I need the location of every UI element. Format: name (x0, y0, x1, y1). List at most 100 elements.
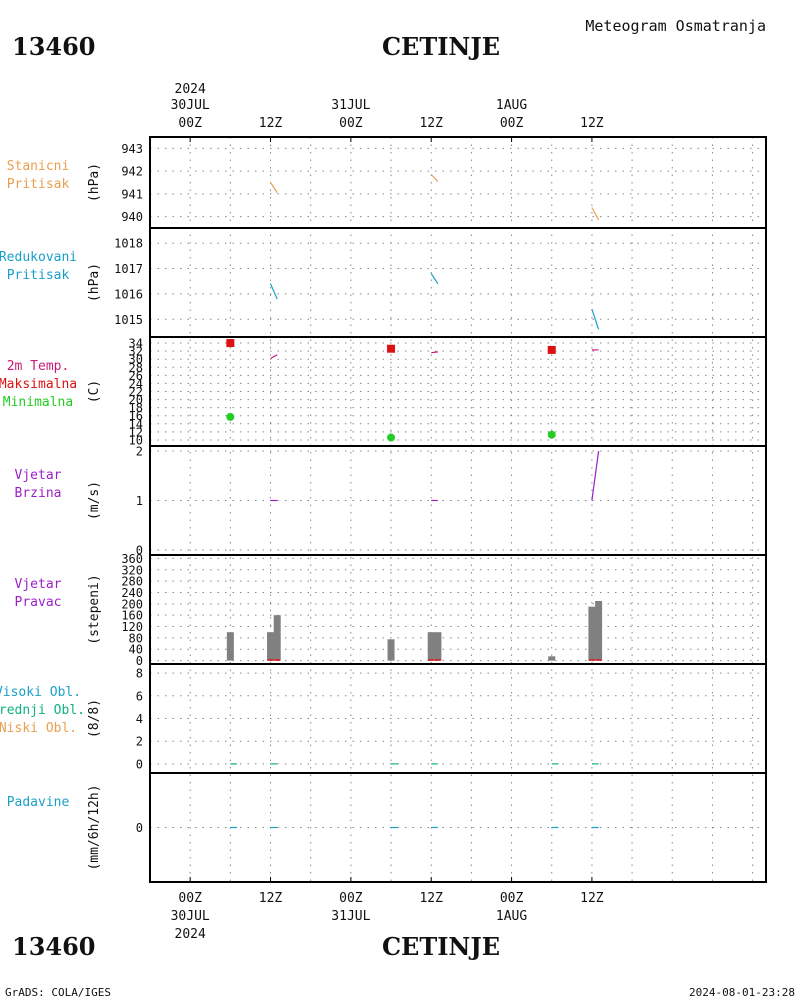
x-top-time-label: 12Z (580, 116, 604, 131)
y-tick-label: 12 (129, 425, 143, 439)
data-series-line (591, 207, 600, 221)
wind-direction-bar (267, 632, 275, 661)
y-tick-label: 360 (121, 552, 143, 566)
y-axis-unit-label: (mm/6h/12h) (87, 784, 102, 870)
header-product-title: Meteogram Osmatranja (585, 17, 766, 35)
y-tick-label: 280 (121, 575, 143, 589)
y-tick-label: 941 (121, 187, 143, 201)
panel-label: Niski Obl. (0, 721, 77, 736)
header-station-id: 13460 (12, 32, 96, 61)
panel-label: Vjetar (15, 468, 62, 483)
footer-credit: GrADS: COLA/IGES (5, 986, 111, 999)
data-series-line (430, 174, 439, 182)
panel-label: Minimalna (3, 395, 73, 410)
y-tick-label: 8 (136, 667, 143, 681)
x-bottom-time-label: 12Z (259, 891, 283, 906)
data-series-line (591, 308, 600, 330)
y-tick-label: 940 (121, 210, 143, 224)
panel-label: Pravac (15, 595, 62, 610)
y-axis-unit-label: (C) (87, 380, 102, 403)
wind-direction-bar (588, 606, 596, 661)
x-top-time-label: 12Z (419, 116, 443, 131)
y-tick-label: 120 (121, 620, 143, 634)
y-tick-label: 240 (121, 586, 143, 600)
y-tick-label: 18 (129, 401, 143, 415)
footer-timestamp: 2024-08-01-23:28 (689, 986, 795, 999)
y-tick-label: 28 (129, 361, 143, 375)
y-axis-unit-label: (hPa) (87, 263, 102, 302)
wind-direction-bar (434, 632, 442, 661)
y-tick-label: 4 (136, 712, 143, 726)
y-axis-unit-label: (hPa) (87, 163, 102, 202)
panel-label: Maksimalna (0, 377, 77, 392)
x-bottom-time-label: 00Z (178, 891, 202, 906)
y-tick-label: 40 (129, 643, 143, 657)
x-top-date-label: 31JUL (331, 98, 370, 113)
y-tick-label: 80 (129, 631, 143, 645)
tmax-marker (226, 339, 235, 348)
y-axis-unit-label: (m/s) (87, 481, 102, 520)
y-tick-label: 10 (129, 433, 143, 447)
grid-layer (150, 137, 766, 882)
wind-direction-bar (595, 600, 603, 661)
data-series-line (431, 351, 438, 354)
footer-station-name: CETINJE (382, 932, 500, 961)
y-tick-label: 1015 (114, 313, 143, 327)
x-top-year-label: 2024 (175, 82, 206, 97)
y-tick-label: 32 (129, 345, 143, 359)
y-tick-label: 0 (136, 757, 143, 771)
panel-label: Stanicni (7, 159, 70, 174)
y-tick-label: 943 (121, 142, 143, 156)
x-bottom-time-label: 12Z (419, 891, 443, 906)
data-series-line (430, 273, 439, 285)
wind-direction-bar (273, 615, 281, 661)
data-series-line (591, 450, 600, 501)
panel-label: Vjetar (15, 577, 62, 592)
y-tick-label: 1017 (114, 262, 143, 276)
x-top-time-label: 12Z (259, 116, 283, 131)
x-bottom-time-label: 00Z (339, 891, 363, 906)
header-station-name: CETINJE (382, 32, 500, 61)
x-top-time-label: 00Z (500, 116, 524, 131)
data-layer (226, 174, 603, 829)
x-bottom-date-label: 31JUL (331, 909, 370, 924)
y-tick-label: 14 (129, 417, 143, 431)
x-bottom-date-label: 30JUL (171, 909, 210, 924)
panel-label: Pritisak (7, 268, 70, 283)
tmin-marker (547, 430, 556, 439)
x-bottom-time-label: 00Z (500, 891, 524, 906)
y-tick-label: 1 (136, 494, 143, 508)
label-layer: 940941942943(hPa)StanicniPritisak1015101… (0, 82, 604, 942)
panel-label: Brzina (15, 486, 62, 501)
x-top-time-label: 00Z (339, 116, 363, 131)
data-series-line (269, 283, 278, 300)
y-axis-unit-label: (8/8) (87, 699, 102, 738)
y-tick-label: 30 (129, 353, 143, 367)
panel-label: Padavine (7, 795, 70, 810)
x-bottom-year-label: 2024 (175, 927, 206, 942)
tmax-marker (387, 344, 396, 353)
frame-layer (149, 136, 767, 883)
x-top-date-label: 30JUL (171, 98, 210, 113)
x-top-time-label: 00Z (178, 116, 202, 131)
y-tick-label: 200 (121, 597, 143, 611)
y-tick-label: 2 (136, 444, 143, 458)
y-tick-label: 26 (129, 369, 143, 383)
y-tick-label: 1016 (114, 287, 143, 301)
panel-label: 2m Temp. (7, 359, 70, 374)
tmin-marker (226, 412, 235, 421)
y-tick-label: 22 (129, 385, 143, 399)
wind-direction-bar (387, 639, 395, 661)
panel-label: Pritisak (7, 177, 70, 192)
y-tick-label: 34 (129, 337, 143, 351)
y-tick-label: 1018 (114, 237, 143, 251)
y-axis-unit-label: (stepeni) (87, 574, 102, 644)
wind-direction-bar (548, 656, 556, 661)
panel-label: Redukovani (0, 250, 77, 265)
footer-station-id: 13460 (12, 932, 96, 961)
tmin-marker (387, 433, 396, 442)
y-tick-label: 320 (121, 563, 143, 577)
wind-direction-bar (226, 632, 234, 661)
y-tick-label: 0 (136, 544, 143, 558)
